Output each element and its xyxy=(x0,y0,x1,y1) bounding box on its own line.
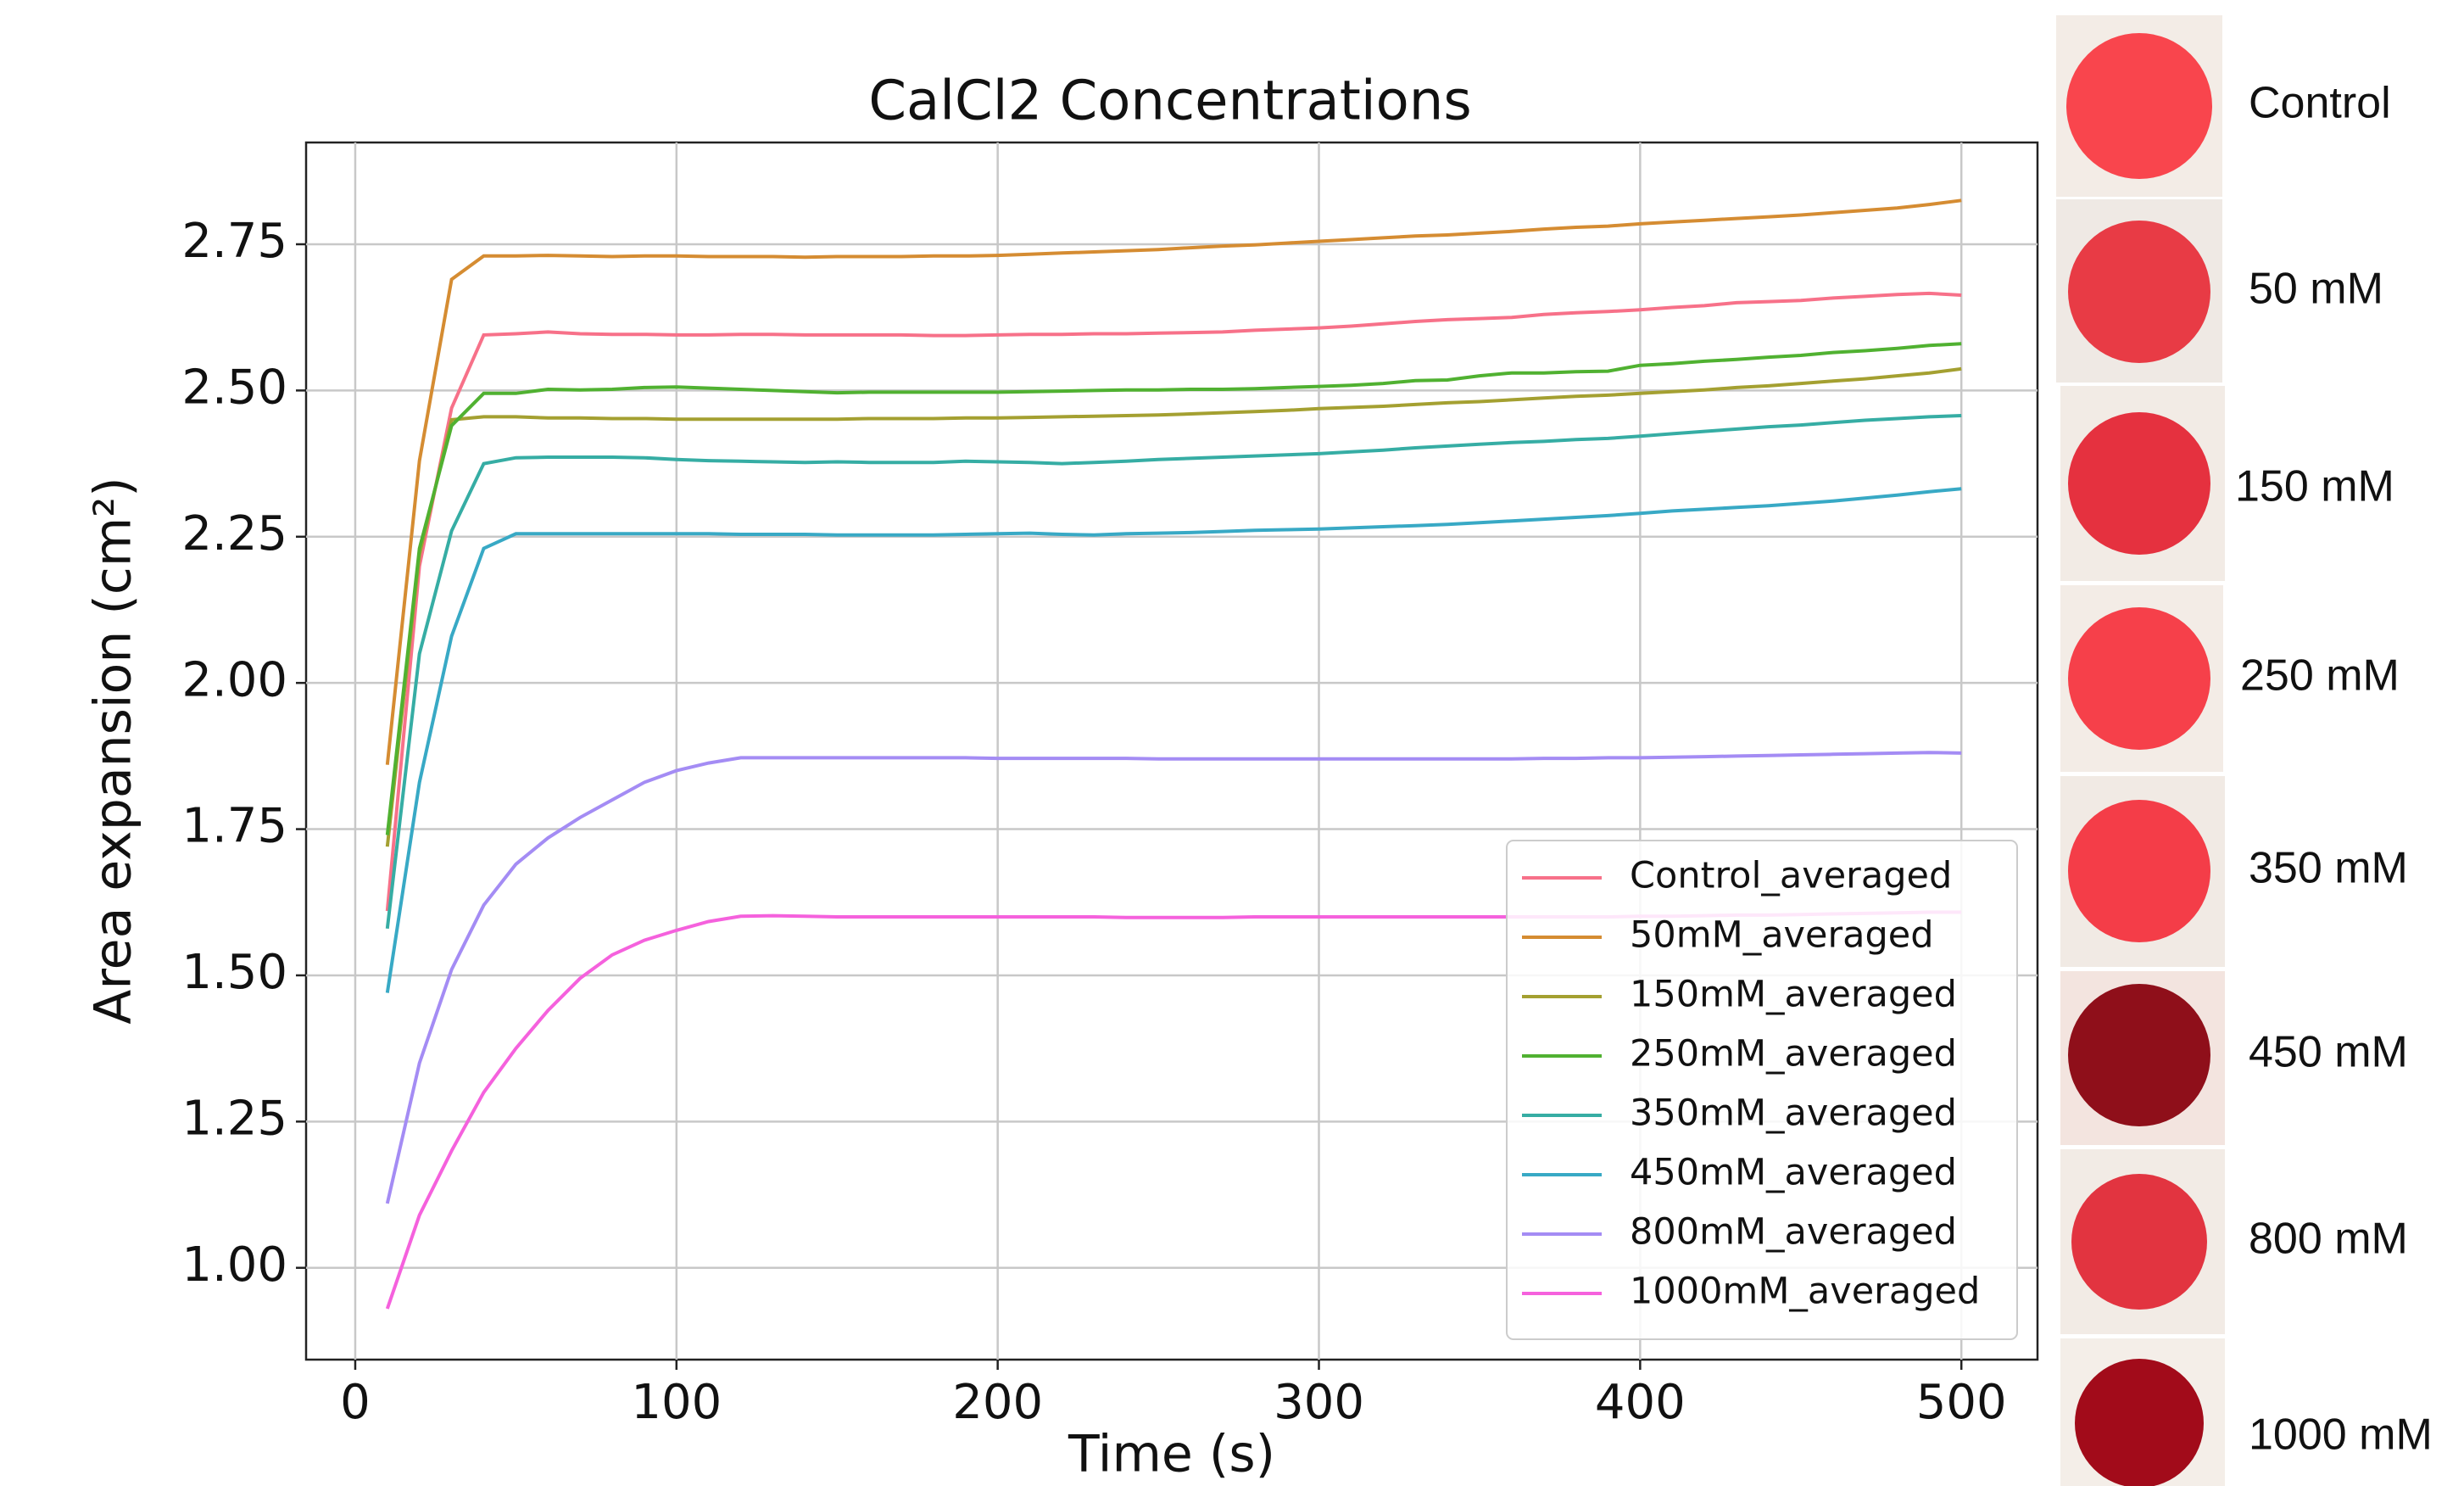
legend-label: 250mM_averaged xyxy=(1630,1033,1957,1075)
data-line xyxy=(385,366,1962,847)
data-line xyxy=(385,198,1962,765)
sample-photo xyxy=(2060,776,2225,967)
legend-label: 450mM_averaged xyxy=(1630,1152,1957,1194)
legend-label: 800mM_averaged xyxy=(1630,1211,1957,1254)
data-line xyxy=(385,751,1962,1204)
x-tick-label: 400 xyxy=(1595,1375,1686,1430)
y-tick-label: 2.75 xyxy=(181,214,287,269)
sample-photo xyxy=(2060,971,2225,1145)
y-tick-label: 1.00 xyxy=(181,1237,287,1293)
data-line xyxy=(385,414,1962,930)
y-tick-label: 1.25 xyxy=(181,1091,287,1146)
y-tick-label: 1.50 xyxy=(181,945,287,1000)
data-line xyxy=(385,342,1962,835)
x-tick-label: 200 xyxy=(952,1375,1043,1430)
x-tick-label: 300 xyxy=(1274,1375,1364,1430)
image-label: 350 mM xyxy=(2249,844,2408,893)
data-line xyxy=(385,291,1962,912)
image-label: 450 mM xyxy=(2249,1028,2408,1077)
sample-photo xyxy=(2056,15,2222,197)
x-tick-label: 0 xyxy=(340,1375,371,1430)
legend-label: 350mM_averaged xyxy=(1630,1092,1957,1135)
sample-images xyxy=(2056,15,2225,1486)
sample-photo xyxy=(2060,386,2225,581)
sample-photo xyxy=(2060,585,2223,772)
legend-label: 1000mM_averaged xyxy=(1630,1271,1980,1313)
y-tick-label: 2.00 xyxy=(181,652,287,707)
image-label: 150 mM xyxy=(2235,462,2394,511)
image-label: 1000 mM xyxy=(2249,1411,2433,1460)
legend-label: 50mM_averaged xyxy=(1630,914,1934,957)
x-tick-label: 500 xyxy=(1916,1375,2007,1430)
y-axis-label: Area expansion (cm²) xyxy=(84,477,143,1024)
x-axis-label: Time (s) xyxy=(1068,1425,1275,1484)
x-tick-label: 100 xyxy=(631,1375,722,1430)
legend-box xyxy=(1506,840,2018,1340)
sample-photo xyxy=(2060,1338,2225,1486)
image-label: 800 mM xyxy=(2249,1215,2408,1264)
y-tick-label: 2.25 xyxy=(181,506,287,561)
chart-title: CalCl2 Concentrations xyxy=(868,70,1471,133)
image-label: Control xyxy=(2249,79,2391,128)
sample-photo xyxy=(2056,199,2222,383)
y-tick-label: 2.50 xyxy=(181,360,287,416)
image-label: 250 mM xyxy=(2240,651,2400,701)
image-label: 50 mM xyxy=(2249,265,2383,314)
y-tick-label: 1.75 xyxy=(181,799,287,854)
sample-photo xyxy=(2060,1149,2225,1334)
legend: Control_averaged 50mM_averaged 150mM_avera… xyxy=(1506,840,2018,1340)
legend-label: 150mM_averaged xyxy=(1630,974,1957,1016)
legend-label: Control_averaged xyxy=(1630,855,1952,897)
data-line xyxy=(385,487,1962,993)
